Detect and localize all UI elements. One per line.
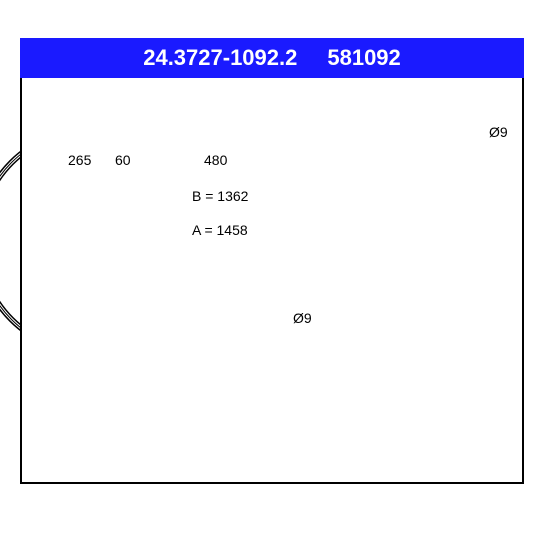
- part-number: 24.3727-1092.2: [143, 45, 297, 71]
- dim-seg3: 480: [204, 152, 227, 168]
- drawing-frame: [20, 38, 524, 484]
- dim-seg2: 60: [115, 152, 131, 168]
- dim-seg1: 265: [68, 152, 91, 168]
- dim-A: A = 1458: [192, 222, 248, 238]
- dim-B: B = 1362: [192, 188, 248, 204]
- dia-top: Ø9: [489, 124, 508, 140]
- title-bar: 24.3727-1092.2 581092: [20, 38, 524, 78]
- dia-bot: Ø9: [293, 310, 312, 326]
- alt-number: 581092: [327, 45, 400, 71]
